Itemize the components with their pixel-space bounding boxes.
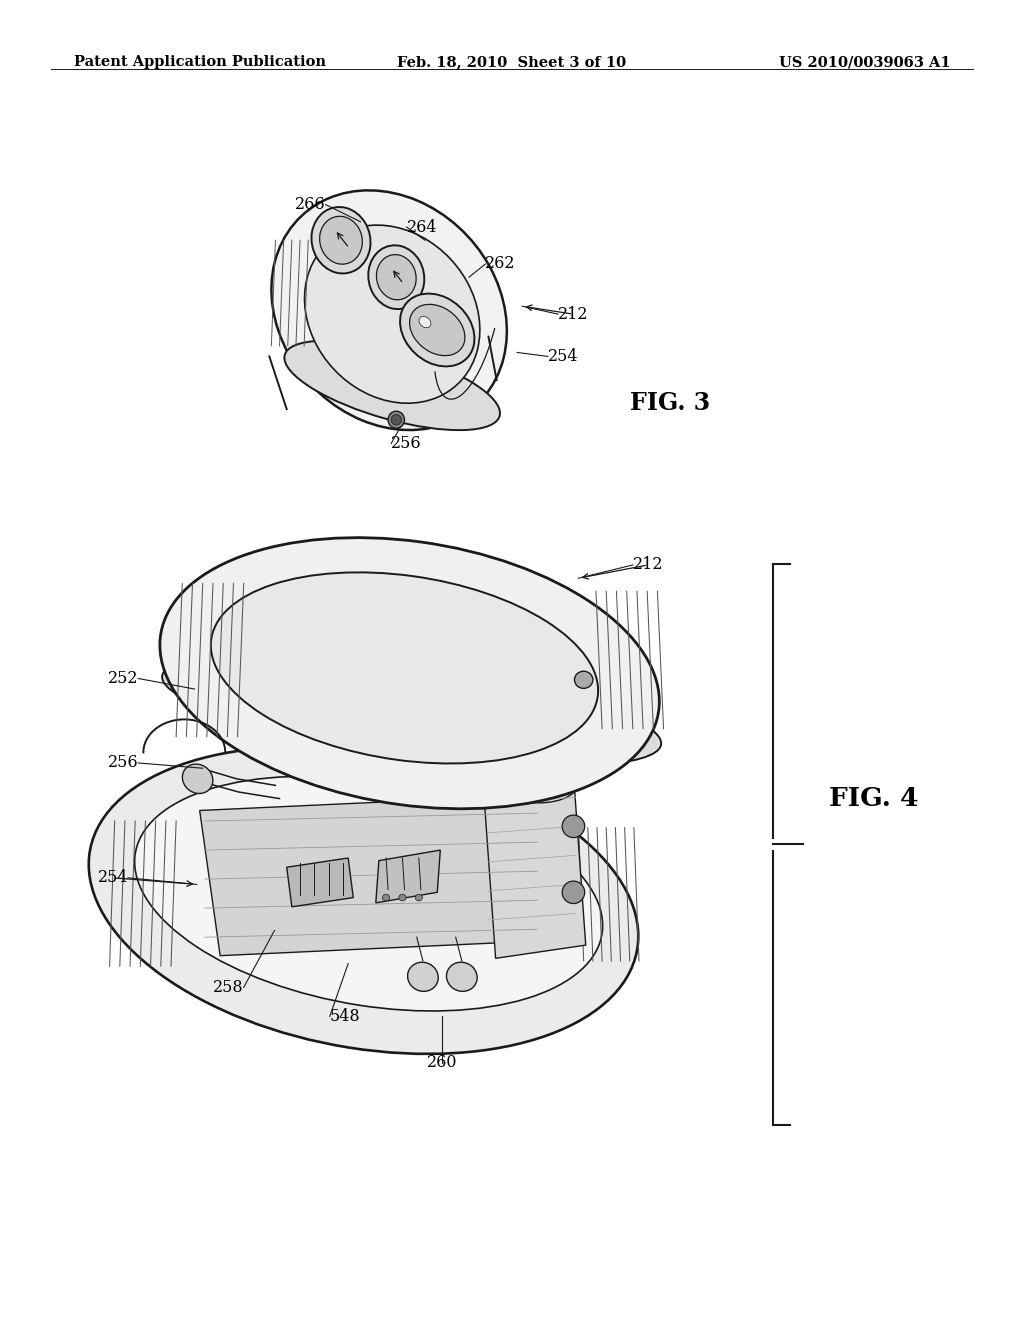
Text: 548: 548	[330, 1008, 360, 1024]
Ellipse shape	[416, 895, 423, 902]
Ellipse shape	[391, 414, 401, 425]
Text: 256: 256	[108, 755, 138, 771]
Ellipse shape	[408, 962, 438, 991]
Ellipse shape	[483, 758, 578, 803]
Text: FIG. 3: FIG. 3	[630, 391, 710, 414]
Ellipse shape	[377, 255, 416, 300]
Ellipse shape	[419, 317, 431, 327]
Text: FIG. 4: FIG. 4	[829, 787, 919, 810]
Text: 258: 258	[213, 979, 244, 995]
Ellipse shape	[271, 190, 507, 430]
Ellipse shape	[562, 882, 585, 903]
Ellipse shape	[182, 764, 213, 793]
Text: 262: 262	[485, 256, 516, 272]
Polygon shape	[200, 795, 563, 956]
Text: 256: 256	[391, 436, 422, 451]
Ellipse shape	[410, 305, 465, 355]
Text: 212: 212	[558, 306, 589, 322]
Ellipse shape	[311, 207, 371, 273]
Ellipse shape	[369, 246, 424, 309]
Ellipse shape	[399, 895, 406, 902]
Ellipse shape	[388, 411, 404, 428]
Ellipse shape	[446, 962, 477, 991]
Ellipse shape	[160, 537, 659, 809]
Ellipse shape	[304, 226, 480, 403]
Text: 254: 254	[97, 870, 128, 886]
Text: US 2010/0039063 A1: US 2010/0039063 A1	[778, 55, 950, 70]
Ellipse shape	[89, 747, 638, 1053]
Ellipse shape	[574, 671, 593, 689]
Text: 254: 254	[548, 348, 579, 364]
Ellipse shape	[162, 655, 662, 766]
Polygon shape	[483, 774, 586, 958]
Ellipse shape	[285, 341, 500, 430]
Text: 266: 266	[295, 197, 326, 213]
Text: Patent Application Publication: Patent Application Publication	[74, 55, 326, 70]
Ellipse shape	[134, 776, 603, 1011]
Ellipse shape	[319, 216, 362, 264]
Ellipse shape	[562, 814, 585, 838]
Text: 264: 264	[407, 219, 437, 235]
Ellipse shape	[383, 895, 389, 902]
Text: 252: 252	[108, 671, 138, 686]
Text: 260: 260	[427, 1055, 458, 1071]
Ellipse shape	[400, 293, 474, 367]
Polygon shape	[376, 850, 440, 903]
Ellipse shape	[211, 573, 598, 763]
Text: 212: 212	[633, 557, 664, 573]
Polygon shape	[287, 858, 353, 907]
Text: Feb. 18, 2010  Sheet 3 of 10: Feb. 18, 2010 Sheet 3 of 10	[397, 55, 627, 70]
